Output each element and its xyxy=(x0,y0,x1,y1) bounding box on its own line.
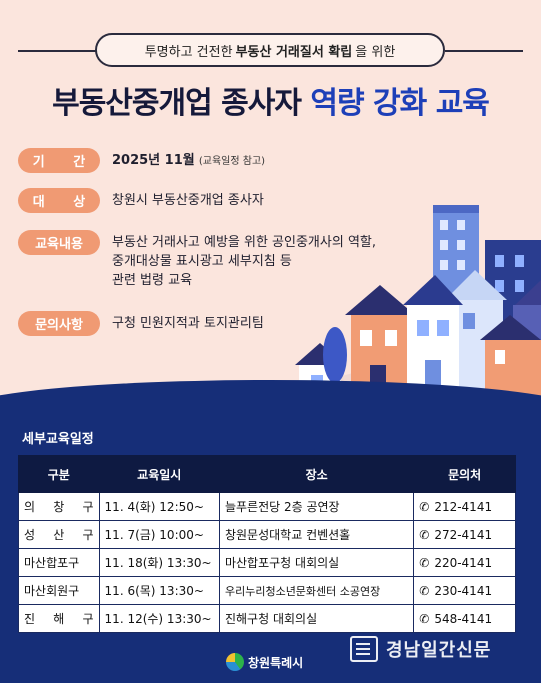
header-contact: 문의처 xyxy=(413,455,516,493)
header-place: 장소 xyxy=(218,455,415,493)
info-row-contact: 문의사항 구청 민원지적과 토지관리팀 xyxy=(18,311,264,336)
phone-icon: ✆ xyxy=(419,583,430,598)
phone-cell: ✆ 212-4141 xyxy=(413,492,516,521)
phone-number: 272-4141 xyxy=(434,527,493,542)
table-row: 마산회원구 11. 6(목) 13:30~ 우리누리청소년문화센터 소공연장 ✆… xyxy=(18,576,516,605)
table-header-row: 구분 교육일시 장소 문의처 xyxy=(18,455,516,493)
content-label: 교육내용 xyxy=(18,230,100,255)
changwon-logo: 창원특례시 xyxy=(226,653,303,671)
table-row: 진 해 구 11. 12(수) 13:30~ 진해구청 대회의실 ✆ 548-41… xyxy=(18,604,516,633)
period-note: (교육일정 참고) xyxy=(198,156,266,167)
district-cell: 의 창 구 xyxy=(18,492,100,521)
district-cell: 성 산 구 xyxy=(18,520,100,549)
table-row: 성 산 구 11. 7(금) 10:00~ 창원문성대학교 컨벤션홀 ✆ 272-… xyxy=(18,520,516,549)
schedule-title: 세부교육일정 xyxy=(22,432,94,447)
phone-icon: ✆ xyxy=(419,555,430,570)
info-row-target: 대 상 창원시 부동산중개업 종사자 xyxy=(18,188,264,213)
header-datetime: 교육일시 xyxy=(98,455,220,493)
subtitle-line-left xyxy=(18,50,96,52)
subtitle-pill: 투명하고 건전한 부동산 거래질서 확립 을 위한 xyxy=(95,33,445,67)
district-cell: 마산합포구 xyxy=(18,548,100,577)
datetime-cell: 11. 6(목) 13:30~ xyxy=(98,576,220,605)
newspaper-icon xyxy=(350,636,378,662)
district-cell: 진 해 구 xyxy=(18,604,100,633)
place-cell: 우리누리청소년문화센터 소공연장 xyxy=(218,576,415,605)
period-value-wrap: 2025년 11월 (교육일정 참고) xyxy=(112,148,265,171)
period-label: 기 간 xyxy=(18,148,100,173)
changwon-logo-text: 창원특례시 xyxy=(248,655,304,670)
phone-cell: ✆ 230-4141 xyxy=(413,576,516,605)
phone-number: 212-4141 xyxy=(434,499,493,514)
datetime-cell: 11. 4(화) 12:50~ xyxy=(98,492,220,521)
newspaper-watermark: 경남일간신문 xyxy=(350,636,491,662)
table-row: 마산합포구 11. 18(화) 13:30~ 마산합포구청 대회의실 ✆ 220-… xyxy=(18,548,516,577)
contact-label: 문의사항 xyxy=(18,311,100,336)
phone-cell: ✆ 548-4141 xyxy=(413,604,516,633)
place-cell: 진해구청 대회의실 xyxy=(218,604,415,633)
datetime-cell: 11. 18(화) 13:30~ xyxy=(98,548,220,577)
subtitle-line-right xyxy=(445,50,523,52)
contact-value: 구청 민원지적과 토지관리팀 xyxy=(112,316,264,331)
changwon-logo-icon xyxy=(226,653,244,671)
datetime-cell: 11. 7(금) 10:00~ xyxy=(98,520,220,549)
phone-icon: ✆ xyxy=(419,499,430,514)
content-line: 관련 법령 교육 xyxy=(112,273,193,288)
datetime-cell: 11. 12(수) 13:30~ xyxy=(98,604,220,633)
phone-icon: ✆ xyxy=(419,611,430,626)
content-line: 부동산 거래사고 예방을 위한 공인중개사의 역할, xyxy=(112,235,376,250)
main-title: 부동산중개업 종사자 역량 강화 교육 xyxy=(0,78,541,122)
target-label: 대 상 xyxy=(18,188,100,213)
phone-number: 230-4141 xyxy=(434,583,493,598)
watermark-text: 경남일간신문 xyxy=(386,640,492,661)
subtitle-after: 을 위한 xyxy=(355,44,396,60)
phone-number: 548-4141 xyxy=(434,611,493,626)
content-line: 중개대상물 표시광고 세부지침 등 xyxy=(112,254,292,269)
district-cell: 마산회원구 xyxy=(18,576,100,605)
phone-number: 220-4141 xyxy=(434,555,493,570)
main-title-text: 부동산중개업 종사자 xyxy=(52,86,302,121)
subtitle-bold: 부동산 거래질서 확립 xyxy=(235,44,353,60)
header-district: 구분 xyxy=(18,455,100,493)
phone-cell: ✆ 272-4141 xyxy=(413,520,516,549)
info-row-content: 교육내용 부동산 거래사고 예방을 위한 공인중개사의 역할, 중개대상물 표시… xyxy=(18,230,376,290)
period-value: 2025년 11월 xyxy=(112,153,195,168)
content-value: 부동산 거래사고 예방을 위한 공인중개사의 역할, 중개대상물 표시광고 세부… xyxy=(112,230,376,290)
place-cell: 창원문성대학교 컨벤션홀 xyxy=(218,520,415,549)
schedule-table: 구분 교육일시 장소 문의처 의 창 구 11. 4(화) 12:50~ 늘푸른… xyxy=(18,455,516,633)
main-title-accent: 역량 강화 교육 xyxy=(310,86,489,121)
phone-icon: ✆ xyxy=(419,527,430,542)
info-row-period: 기 간 2025년 11월 (교육일정 참고) xyxy=(18,148,265,173)
target-value: 창원시 부동산중개업 종사자 xyxy=(112,193,264,208)
phone-cell: ✆ 220-4141 xyxy=(413,548,516,577)
subtitle-before: 투명하고 건전한 xyxy=(144,44,233,60)
table-row: 의 창 구 11. 4(화) 12:50~ 늘푸른전당 2층 공연장 ✆ 212-… xyxy=(18,492,516,521)
place-cell: 마산합포구청 대회의실 xyxy=(218,548,415,577)
place-cell: 늘푸른전당 2층 공연장 xyxy=(218,492,415,521)
